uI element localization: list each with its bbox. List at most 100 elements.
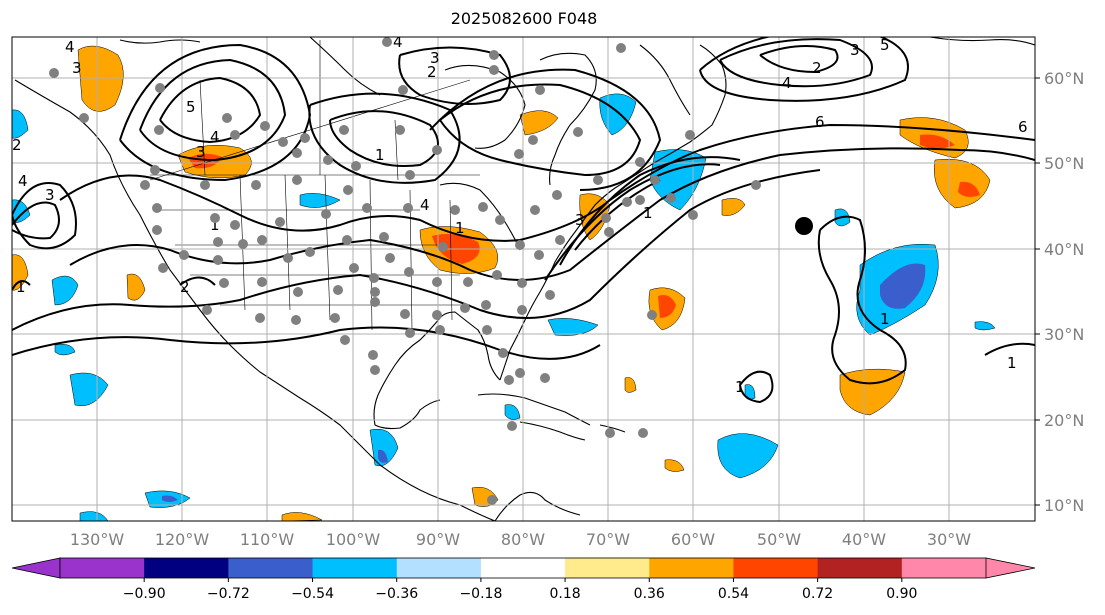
lon-label: 130°W — [70, 530, 125, 549]
station-dot — [222, 113, 232, 123]
station-dot — [283, 253, 293, 263]
station-dot — [545, 290, 555, 300]
station-dot — [432, 310, 442, 320]
colorbar-segment — [312, 558, 398, 578]
station-dot — [405, 170, 415, 180]
station-dot — [251, 180, 261, 190]
colorbar-tick-label: −0.54 — [291, 586, 334, 602]
contour-label: 2 — [427, 63, 437, 81]
positive-anomaly-area — [281, 512, 323, 521]
contour-labels: 4 3 2 4 3 2 1 5 4 3 4 3 2 1 1 3 2 4 6 6 … — [12, 37, 1028, 396]
station-dot — [685, 130, 695, 140]
colorbar-tick-label: 0.18 — [550, 586, 581, 602]
station-dot — [154, 125, 164, 135]
station-dot — [321, 209, 331, 219]
station-dot — [213, 237, 223, 247]
negative-anomaly-area — [69, 372, 109, 407]
station-dot — [450, 205, 460, 215]
station-dot — [666, 193, 676, 203]
positive-anomaly-area — [519, 110, 559, 136]
negative-anomaly-area — [599, 93, 637, 136]
lat-label: 50°N — [1044, 154, 1084, 173]
station-dot — [398, 85, 408, 95]
station-dot — [498, 348, 508, 358]
negative-anomaly-area — [974, 321, 996, 331]
negative-anomaly-area — [504, 404, 521, 420]
contour-label: 6 — [1018, 118, 1028, 136]
plot-title: 2025082600 F048 — [450, 9, 598, 28]
contour-label: 3 — [430, 49, 440, 67]
negative-anomaly-area — [12, 109, 29, 139]
negative-anomaly-core — [378, 449, 388, 463]
station-dot — [339, 125, 349, 135]
station-dot — [460, 303, 470, 313]
station-dot — [404, 267, 414, 277]
positive-anomaly-area — [664, 459, 685, 472]
station-dot — [517, 278, 527, 288]
contour-label: 5 — [186, 98, 196, 116]
colorbar-tick-label: −0.90 — [123, 586, 166, 602]
colorbar-segment — [480, 558, 566, 578]
station-dot — [515, 368, 525, 378]
lon-label: 60°W — [671, 530, 715, 549]
station-dot — [382, 37, 392, 47]
station-dot — [478, 202, 488, 212]
lat-label: 20°N — [1044, 411, 1084, 430]
station-dot — [395, 125, 405, 135]
lon-label: 110°W — [240, 530, 295, 549]
contour-label: 3 — [575, 211, 585, 229]
station-dot — [535, 85, 545, 95]
station-dot — [647, 310, 657, 320]
station-markers — [49, 37, 761, 505]
station-dot — [507, 421, 517, 431]
station-dot — [403, 203, 413, 213]
colorbar-tick-label: 0.54 — [718, 586, 749, 602]
station-dot — [278, 137, 288, 147]
station-dot — [605, 428, 615, 438]
station-dot — [333, 285, 343, 295]
station-dot — [495, 215, 505, 225]
large-black-marker — [795, 217, 813, 235]
contour-label: 3 — [72, 59, 82, 77]
station-dot — [330, 313, 340, 323]
station-dot — [342, 235, 352, 245]
lon-label: 70°W — [586, 530, 630, 549]
contour-label: 1 — [375, 146, 385, 164]
station-dot — [275, 217, 285, 227]
colorbar-segment — [228, 558, 314, 578]
positive-anomaly-core — [958, 181, 980, 197]
station-dot — [635, 195, 645, 205]
station-dot — [140, 180, 150, 190]
positive-anomaly-core — [920, 134, 955, 149]
station-dot — [202, 305, 212, 315]
station-dot — [438, 242, 448, 252]
station-dot — [432, 145, 442, 155]
contour-label: 6 — [815, 113, 825, 131]
station-dot — [155, 83, 165, 93]
station-dot — [230, 220, 240, 230]
negative-anomaly-area — [79, 511, 109, 521]
colorbar-over-triangle — [985, 557, 1036, 579]
station-dot — [260, 121, 270, 131]
station-dot — [238, 239, 248, 249]
station-dot — [616, 43, 626, 53]
station-dot — [573, 127, 583, 137]
colorbar-segment — [60, 558, 145, 578]
contour-label: 1 — [16, 278, 26, 296]
station-dot — [504, 375, 514, 385]
positive-anomaly-area — [126, 273, 146, 301]
coastlines — [14, 37, 1035, 521]
station-dot — [293, 287, 303, 297]
contour-label: 1 — [1007, 354, 1017, 372]
latitude-labels: 60°N 50°N 40°N 30°N 20°N 10°N — [1035, 69, 1084, 515]
lon-label: 50°W — [757, 530, 801, 549]
colorbar-tick-label: 0.90 — [886, 586, 917, 602]
lon-label: 80°W — [501, 530, 545, 549]
station-dot — [179, 250, 189, 260]
station-dot — [405, 328, 415, 338]
station-dot — [370, 287, 380, 297]
station-dot — [158, 263, 168, 273]
negative-anomaly-area — [369, 428, 399, 467]
station-dot — [368, 350, 378, 360]
